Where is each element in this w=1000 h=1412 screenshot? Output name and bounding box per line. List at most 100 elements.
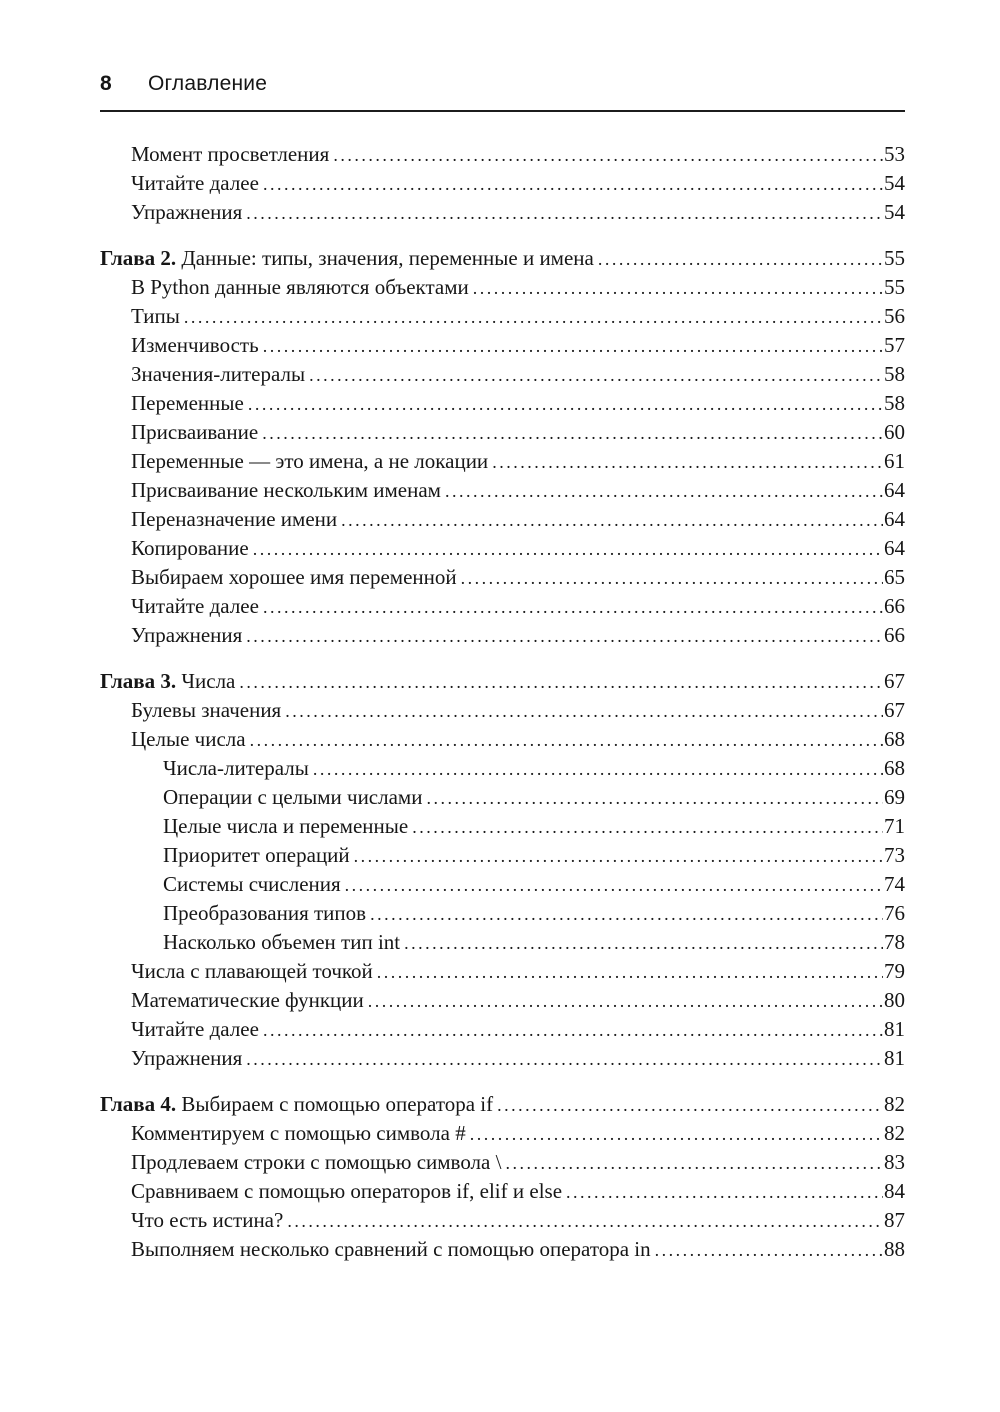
toc-entry: Целые числа и переменные 71 xyxy=(100,814,905,843)
toc-entry-label: Читайте далее xyxy=(131,1017,259,1041)
toc-entry-page-number: 74 xyxy=(884,872,905,896)
toc-entry-page-number: 56 xyxy=(884,304,905,328)
toc-entry: Читайте далее 54 xyxy=(100,171,905,200)
toc-entry-text: Глава 2. Данные: типы, значения, перемен… xyxy=(100,246,594,271)
toc-entry-text: В Python данные являются объектами xyxy=(131,275,469,300)
toc-entry-label: Булевы значения xyxy=(131,698,282,722)
dot-leader xyxy=(505,1153,883,1174)
toc-entry-page-number: 60 xyxy=(884,420,905,444)
toc-entry-label: Комментируем с помощью символа # xyxy=(131,1121,466,1145)
toc-entry-text: Операции с целыми числами xyxy=(163,785,422,810)
toc-entry: Глава 2. Данные: типы, значения, перемен… xyxy=(100,246,905,275)
toc-entry-label: Присваивание нескольким именам xyxy=(131,478,441,502)
toc-entry-text: Читайте далее xyxy=(131,594,259,619)
toc-entry-page-number: 64 xyxy=(884,507,905,531)
toc-entry: Продлеваем строки с помощью символа \ 83 xyxy=(100,1150,905,1179)
toc-entry-text: Момент просветления xyxy=(131,142,329,167)
dot-leader xyxy=(461,568,883,589)
toc-entry-label: Системы счисления xyxy=(163,872,341,896)
toc-entry-label: Присваивание xyxy=(131,420,259,444)
toc-entry-chapter-prefix: Глава 2. xyxy=(100,246,182,270)
toc-entry-label: Читайте далее xyxy=(131,171,259,195)
toc-entry: Математические функции 80 xyxy=(100,988,905,1017)
toc-entry-text: Присваивание нескольким именам xyxy=(131,478,441,503)
toc-entry: Значения-литералы 58 xyxy=(100,362,905,391)
toc-entry-text: Целые числа и переменные xyxy=(163,814,408,839)
toc-entry-chapter-prefix: Глава 3. xyxy=(100,669,182,693)
toc-entry-page-number: 65 xyxy=(884,565,905,589)
toc-entry-label: Значения-литералы xyxy=(131,362,306,386)
dot-leader xyxy=(184,307,883,328)
toc-entry-text: Продлеваем строки с помощью символа \ xyxy=(131,1150,501,1175)
toc-entry-page-number: 58 xyxy=(884,391,905,415)
dot-leader xyxy=(285,701,883,722)
toc-entry-label: Выполняем несколько сравнений с помощью … xyxy=(131,1237,651,1261)
toc-entry-text: Системы счисления xyxy=(163,872,341,897)
toc-entry-label: Типы xyxy=(131,304,180,328)
toc-entry-text: Изменчивость xyxy=(131,333,259,358)
toc-entry: Насколько объемен тип int 78 xyxy=(100,930,905,959)
toc-entry-label: Сравниваем с помощью операторов if, elif… xyxy=(131,1179,563,1203)
dot-leader xyxy=(426,788,883,809)
toc-entry: Целые числа 68 xyxy=(100,727,905,756)
toc-entry-label: Что есть истина? xyxy=(131,1208,284,1232)
dot-leader xyxy=(377,962,883,983)
toc-entry-label: Копирование xyxy=(131,536,249,560)
toc-entry-page-number: 67 xyxy=(884,669,905,693)
toc-entry: Типы 56 xyxy=(100,304,905,333)
toc-entry: Переназначение имени 64 xyxy=(100,507,905,536)
toc-entry-text: Математические функции xyxy=(131,988,364,1013)
toc-entry-page-number: 80 xyxy=(884,988,905,1012)
toc-entry-text: Упражнения xyxy=(131,623,242,648)
toc-entry-text: Упражнения xyxy=(131,1046,242,1071)
dot-leader xyxy=(309,365,883,386)
toc-entry-page-number: 58 xyxy=(884,362,905,386)
page-header-title: Оглавление xyxy=(148,72,268,95)
toc-entry-page-number: 76 xyxy=(884,901,905,925)
toc-entry: Присваивание нескольким именам 64 xyxy=(100,478,905,507)
toc-entry-text: Копирование xyxy=(131,536,249,561)
toc-entry-page-number: 69 xyxy=(884,785,905,809)
toc-entry-label: Выбираем с помощью оператора if xyxy=(181,1092,494,1116)
toc-entry-page-number: 83 xyxy=(884,1150,905,1174)
toc-entry-text: Приоритет операций xyxy=(163,843,350,868)
toc-entry-text: Значения-литералы xyxy=(131,362,305,387)
toc-entry: Упражнения 66 xyxy=(100,623,905,652)
toc-entry-page-number: 81 xyxy=(884,1017,905,1041)
dot-leader xyxy=(412,817,883,838)
toc-entry-page-number: 55 xyxy=(884,246,905,270)
dot-leader xyxy=(287,1211,883,1232)
toc-entry-label: В Python данные являются объектами xyxy=(131,275,469,299)
toc-entry: Системы счисления 74 xyxy=(100,872,905,901)
dot-leader xyxy=(263,1020,883,1041)
toc-entry-label: Данные: типы, значения, переменные и име… xyxy=(181,246,594,270)
toc-entry-label: Числа-литералы xyxy=(163,756,309,780)
toc-entry: Что есть истина? 87 xyxy=(100,1208,905,1237)
toc-entry-page-number: 54 xyxy=(884,200,905,224)
dot-leader xyxy=(263,597,883,618)
toc-entry: Упражнения 81 xyxy=(100,1046,905,1075)
toc-entry-label: Момент просветления xyxy=(131,142,330,166)
toc-entry-page-number: 64 xyxy=(884,536,905,560)
toc-entry-text: Насколько объемен тип int xyxy=(163,930,400,955)
toc-entry: Числа-литералы 68 xyxy=(100,756,905,785)
toc-entry-label: Переназначение имени xyxy=(131,507,338,531)
toc-entry-label: Приоритет операций xyxy=(163,843,350,867)
toc-entry: В Python данные являются объектами 55 xyxy=(100,275,905,304)
toc-entry: Глава 3. Числа 67 xyxy=(100,669,905,698)
dot-leader xyxy=(368,991,883,1012)
toc-entry-page-number: 64 xyxy=(884,478,905,502)
toc-entry-label: Целые числа и переменные xyxy=(163,814,409,838)
toc-entry: Читайте далее 81 xyxy=(100,1017,905,1046)
dot-leader xyxy=(345,875,883,896)
toc-entry: Операции с целыми числами 69 xyxy=(100,785,905,814)
toc-entry-label: Числа xyxy=(181,669,236,693)
dot-leader xyxy=(263,174,883,195)
toc-entry-page-number: 61 xyxy=(884,449,905,473)
dot-leader xyxy=(262,423,883,444)
dot-leader xyxy=(250,730,883,751)
dot-leader xyxy=(246,626,883,647)
toc-entry-label: Переменные — это имена, а не локации xyxy=(131,449,489,473)
toc-entry: Преобразования типов 76 xyxy=(100,901,905,930)
toc-entry: Упражнения 54 xyxy=(100,200,905,229)
